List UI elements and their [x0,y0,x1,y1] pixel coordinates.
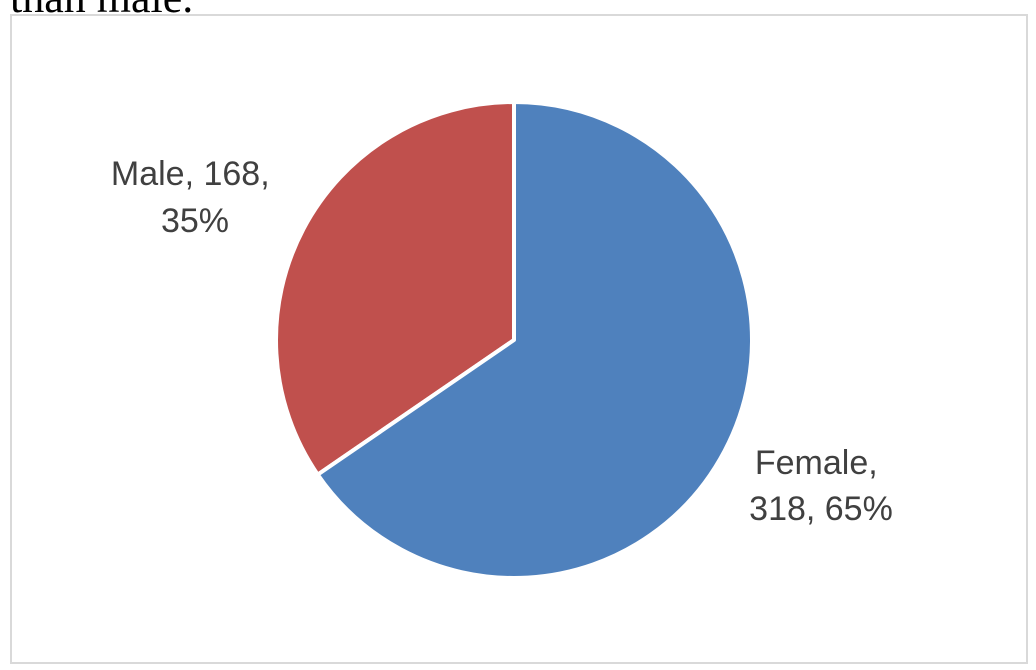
slice-label-male: Male, 168, 35% [111,155,279,240]
pie-slices [274,100,754,580]
slice-label-female: Female, 318, 65% [749,444,893,528]
slice-label-female-line-1: Female, [755,444,878,482]
pie-slice-female [315,100,754,580]
slice-label-male-line-1: Male, 168, [111,155,270,193]
slice-label-male-line-2: 35% [161,202,229,240]
slice-label-female-line-2: 318, 65% [749,490,893,528]
pie-slice-male [274,100,516,477]
